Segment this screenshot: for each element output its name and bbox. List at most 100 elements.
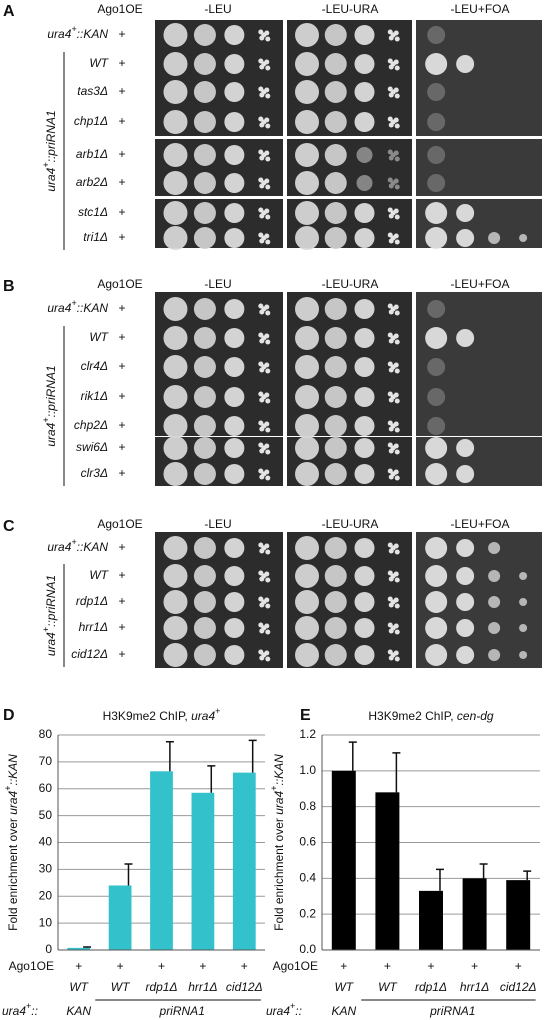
- colony: [265, 184, 271, 190]
- y-tick-label: 70: [39, 754, 53, 768]
- spot: [324, 111, 347, 133]
- spot: [163, 171, 188, 195]
- colony: [265, 36, 271, 42]
- error-bar: [435, 868, 444, 891]
- strain-row-label-part: ::: [31, 1004, 38, 1018]
- error-bar: [348, 741, 357, 771]
- y-tick-label: 0.4: [299, 871, 316, 885]
- spot: [354, 592, 375, 612]
- ago-plus: +: [118, 418, 125, 432]
- spot: [163, 643, 188, 667]
- spot: [163, 52, 188, 76]
- colony: [394, 184, 400, 190]
- row-label: arb2Δ: [76, 175, 108, 189]
- ago-plus: +: [158, 959, 165, 973]
- bar: [375, 792, 400, 950]
- spot: [224, 112, 245, 132]
- y-tick-label: 0.2: [299, 906, 316, 920]
- colony: [390, 445, 396, 451]
- chart-title-part: cen-dg: [457, 709, 494, 723]
- colony: [390, 652, 396, 658]
- spot: [519, 624, 528, 632]
- spot: [224, 299, 245, 319]
- spot: [324, 415, 347, 437]
- colony: [261, 89, 267, 95]
- ago-plus: +: [75, 959, 82, 973]
- column-header: -LEU: [204, 277, 231, 291]
- spot: [224, 592, 245, 612]
- spot: [354, 566, 375, 586]
- spot: [456, 55, 475, 73]
- spot: [324, 298, 347, 320]
- spot: [354, 112, 375, 132]
- y-tick-label: 80: [39, 727, 53, 741]
- spot: [193, 565, 216, 587]
- spot: [425, 644, 448, 666]
- spot: [224, 145, 245, 165]
- spot: [163, 536, 188, 560]
- group-label: priRNA1: [429, 1004, 475, 1018]
- spot: [519, 598, 528, 606]
- y-tick-label: 0.6: [299, 835, 316, 849]
- panel-letter: B: [3, 278, 15, 295]
- spot: [295, 414, 319, 438]
- panel-letter: E: [300, 707, 311, 724]
- spot: [163, 226, 188, 250]
- spot: [193, 53, 216, 75]
- bar: [419, 890, 443, 950]
- ago-plus: +: [118, 147, 125, 161]
- spot: [427, 174, 446, 192]
- error-bar: [479, 863, 488, 879]
- spot: [324, 327, 347, 349]
- spot: [224, 173, 245, 193]
- spot: [224, 645, 245, 665]
- colony: [265, 239, 271, 245]
- colony: [261, 364, 267, 370]
- colony: [390, 306, 396, 312]
- spot: [456, 465, 475, 483]
- ago-plus: +: [118, 647, 125, 661]
- spot: [224, 566, 245, 586]
- spot: [163, 462, 188, 486]
- x-tick-label: WT: [334, 980, 354, 994]
- colony: [265, 577, 271, 583]
- spot: [425, 463, 448, 485]
- colony: [390, 545, 396, 551]
- spot: [324, 172, 347, 194]
- row-label: clr4Δ: [81, 359, 108, 373]
- spot: [295, 80, 319, 104]
- spot: [193, 227, 216, 249]
- spot: [488, 596, 501, 608]
- column-header: -LEU-URA: [322, 2, 379, 16]
- colony: [394, 93, 400, 99]
- spot: [193, 298, 216, 320]
- spot: [163, 143, 188, 167]
- x-tick-label: WT: [69, 980, 89, 994]
- spot: [224, 416, 245, 436]
- spot: [324, 144, 347, 166]
- spot: [324, 617, 347, 639]
- bar: [191, 792, 215, 950]
- colony: [390, 599, 396, 605]
- y-axis-label-part: ::KAN: [272, 754, 286, 786]
- y-axis-label-part: +: [3, 785, 13, 790]
- spot: [488, 570, 501, 582]
- spot: [193, 463, 216, 485]
- spot: [193, 617, 216, 639]
- row-label-part: ura4: [47, 540, 71, 554]
- group-label-part: +: [41, 162, 51, 167]
- column-header: -LEU-URA: [322, 277, 379, 291]
- strain-row-label-part: +: [290, 1001, 295, 1011]
- spot: [193, 202, 216, 224]
- spot: [324, 227, 347, 249]
- spot: [425, 565, 448, 587]
- row-label: ura4+::KAN: [47, 24, 108, 41]
- y-tick-label: 10: [39, 915, 53, 929]
- spot: [193, 81, 216, 103]
- spot: [324, 437, 347, 459]
- colony: [261, 545, 267, 551]
- y-axis-label-part: ::KAN: [6, 754, 20, 786]
- colony: [261, 335, 267, 341]
- colony: [261, 61, 267, 67]
- column-header: -LEU: [204, 2, 231, 16]
